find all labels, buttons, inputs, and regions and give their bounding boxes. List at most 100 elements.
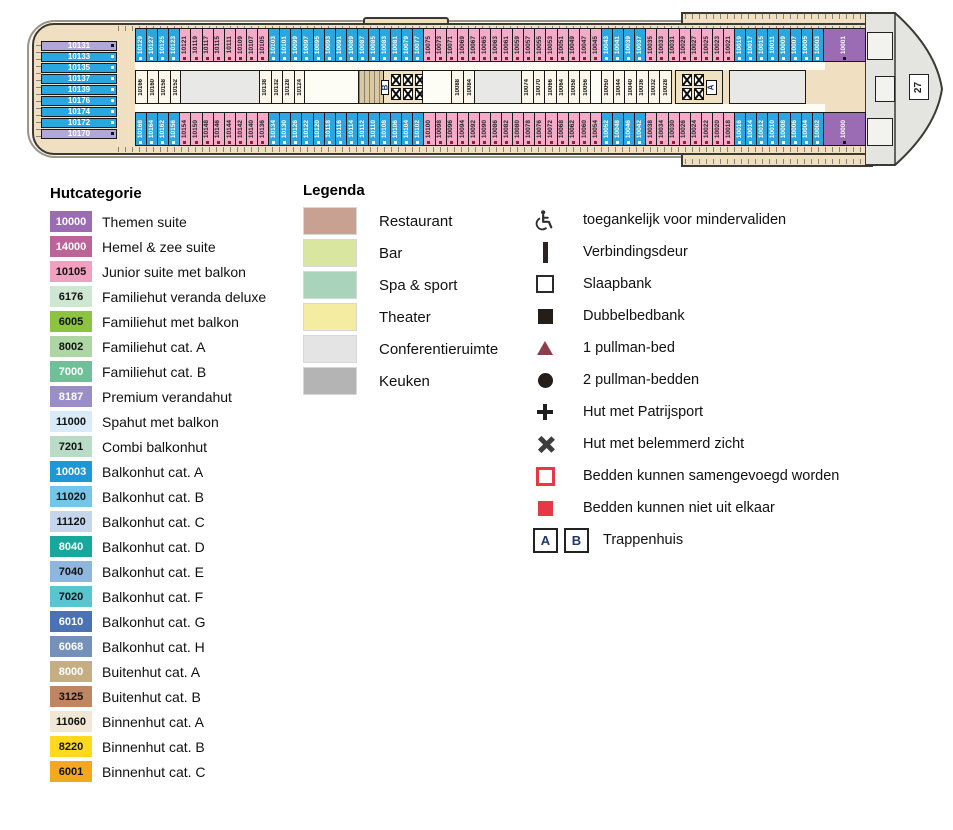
cabin-number: 10121: [181, 35, 189, 55]
cabin-number: 10117: [203, 36, 211, 54]
bottom-cabin-row: 10168 10164 10162 10156 10154 10150 10148 10146…: [135, 112, 824, 146]
cabin-number: 10007: [791, 35, 799, 55]
cabin-number: 10130: [281, 119, 289, 139]
bed-marker: [571, 141, 575, 144]
cabin-number: 10000: [840, 119, 848, 139]
elevator-icon: [390, 74, 401, 86]
cabin-number: 10152: [172, 78, 179, 96]
bow-structure: [875, 76, 895, 102]
cabin-number: 10042: [636, 119, 644, 139]
inner-cabin-group: 10050 10044 10040 10036 10032 10028: [601, 70, 673, 104]
elevator-bank: [681, 74, 704, 100]
cabin-number: 10055: [536, 35, 544, 55]
cabin-10002: 10002: [811, 112, 824, 146]
cabin-number: 10037: [636, 35, 644, 55]
legend-color-chip: [303, 239, 357, 267]
bed-marker: [227, 57, 231, 60]
bed-marker: [216, 57, 220, 60]
cabin-number: 10046: [624, 119, 632, 139]
cabin-10140: 10140: [245, 112, 259, 146]
category-row-10003: 10003 Balkonhut cat. A: [50, 461, 308, 482]
bed-marker: [494, 57, 498, 60]
cabin-number: 10082: [502, 119, 510, 139]
cabin-number: 10099: [292, 35, 300, 55]
bed-marker: [111, 88, 114, 91]
category-list: 10000 Themen suite 14000 Hemel & zee suite 1…: [50, 211, 308, 782]
symbol-row: Dubbelbedbank: [533, 306, 948, 326]
cabin-number: 10058: [571, 78, 578, 96]
category-color-chip: 6176: [50, 286, 92, 307]
bed-marker: [338, 141, 342, 144]
bed-marker: [715, 57, 719, 60]
cabin-number: 10034: [658, 119, 666, 139]
symbol-row: Slaapbank: [533, 274, 948, 294]
category-label: Binnenhut cat. B: [102, 738, 205, 755]
cabin-number: 10146: [214, 119, 222, 139]
cabin-number: 10004: [802, 119, 810, 139]
bed-marker: [183, 141, 187, 144]
stairwell-a: A: [675, 70, 723, 104]
bed-marker: [715, 141, 719, 144]
cabin-number: 10107: [247, 35, 255, 55]
bed-marker: [372, 57, 376, 60]
bed-marker: [682, 57, 686, 60]
symbol-row: toegankelijk voor mindervaliden: [533, 210, 948, 231]
bed-marker: [505, 141, 509, 144]
cabin-number: 10084: [466, 78, 473, 96]
stairwell-b: B: [381, 70, 425, 104]
stairwell-b-label: B: [381, 79, 390, 95]
symbol-row: 1 pullman-bed: [533, 338, 948, 358]
bed-marker: [793, 141, 797, 144]
bed-marker: [549, 57, 553, 60]
category-color-chip: 14000: [50, 236, 92, 257]
cabin-number: 10038: [647, 119, 655, 139]
category-row-8220: 8220 Binnenhut cat. B: [50, 736, 308, 757]
cabin-number: 10057: [525, 35, 533, 55]
bed-marker: [139, 57, 143, 60]
bed-marker: [294, 57, 298, 60]
bed-marker: [604, 141, 608, 144]
deck-number-box: 27: [909, 74, 929, 100]
category-row-3125: 3125 Buitenhut cat. B: [50, 686, 308, 707]
balcony-strip-bottom: [118, 147, 871, 152]
cabin-number: 10009: [780, 35, 788, 55]
bed-marker: [616, 141, 620, 144]
cabin-number: 10139: [67, 85, 91, 94]
beds-joinable-icon: [533, 466, 557, 486]
cabin-number: 10111: [225, 36, 233, 54]
bed-marker: [460, 57, 464, 60]
bed-marker: [111, 55, 114, 58]
elevator-icon: [402, 88, 413, 100]
cabin-number: 10134: [269, 119, 277, 139]
bed-marker: [349, 57, 353, 60]
cabin-10174: 10174: [41, 107, 117, 117]
bed-marker: [338, 57, 342, 60]
cabin-10135: 10135: [41, 63, 117, 73]
bed-marker: [482, 57, 486, 60]
bed-marker: [249, 141, 253, 144]
cabin-number: 10067: [469, 35, 477, 55]
stairwell-a-label: A: [705, 79, 717, 95]
bed-marker: [749, 141, 753, 144]
cabin-number: 10030: [669, 119, 677, 139]
symbol-label: Verbindingsdeur: [583, 244, 688, 260]
category-color-chip: 6068: [50, 636, 92, 657]
bed-marker: [416, 141, 420, 144]
cabin-10001: 10001: [823, 28, 866, 62]
bed-marker: [416, 57, 420, 60]
cabin-number: 10112: [358, 120, 366, 138]
bed-marker: [649, 57, 653, 60]
corridor-lower: [135, 104, 825, 112]
cabin-number: 10083: [380, 35, 388, 55]
cabin-number: 10105: [258, 35, 266, 55]
bed-marker: [660, 57, 664, 60]
category-label: Balkonhut cat. H: [102, 638, 205, 655]
cabin-number: 10019: [735, 35, 743, 55]
category-label: Familiehut cat. B: [102, 363, 207, 380]
bed-marker: [738, 141, 742, 144]
bed-marker: [383, 141, 387, 144]
cabin-number: 10051: [558, 35, 566, 55]
bed-marker: [261, 57, 265, 60]
category-label: Binnenhut cat. C: [102, 763, 206, 780]
symbol-label: Hut met Patrijsport: [583, 404, 704, 420]
